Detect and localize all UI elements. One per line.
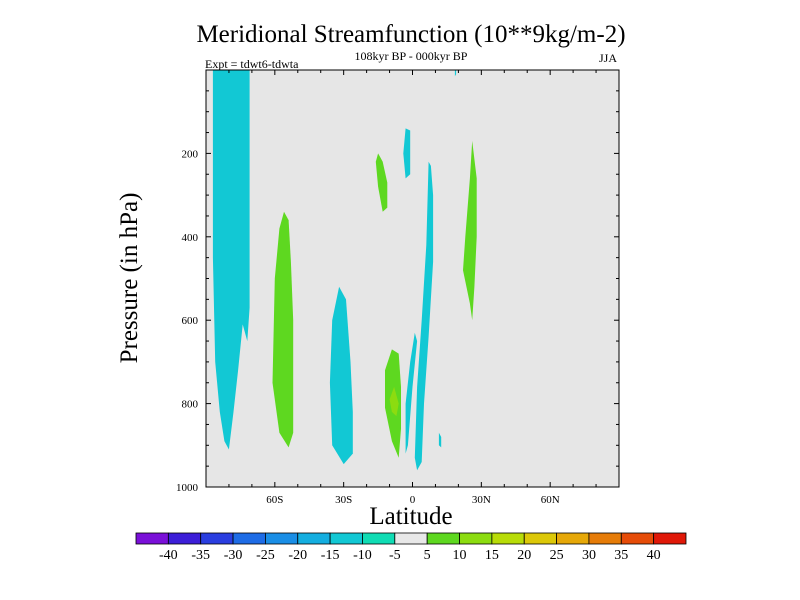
colorbar-label: 25 (550, 548, 564, 563)
x-axis-label: Latitude (369, 503, 452, 530)
season-label: JJA (599, 51, 617, 65)
x-tick-label: 60N (541, 494, 560, 506)
chart-title: Meridional Streamfunction (10**9kg/m-2) (196, 21, 625, 48)
colorbar-swatch (200, 532, 234, 545)
colorbar-swatch (426, 532, 460, 545)
x-tick-label: 0 (410, 494, 416, 506)
colorbar-label: -30 (224, 548, 243, 563)
colorbar-label: 40 (647, 548, 661, 563)
colorbar-swatch (491, 532, 525, 545)
contour-region-cyan-sh-subtropics (329, 286, 353, 465)
x-tick-label: 30N (472, 494, 491, 506)
contour-region-cyan-top-nh (454, 70, 457, 77)
y-tick-label: 800 (182, 399, 199, 411)
colorbar-swatch (135, 532, 169, 545)
contour-region-green-nh-subtropics (463, 140, 477, 321)
colorbar-label: 20 (517, 548, 531, 563)
colorbar-swatch (653, 532, 687, 545)
colorbar-label: 35 (614, 548, 628, 563)
colorbar-swatch (265, 532, 299, 545)
colorbar-swatch (620, 532, 655, 545)
x-tick-label: 30S (335, 494, 352, 506)
y-axis-ticks: 200 400 600 800 1000 (176, 90, 619, 494)
contour-region-cyan-lower-equator-sliver (405, 332, 418, 454)
colorbar-swatch (523, 532, 557, 545)
colorbar: -40 -35 -30 -25 -20 -15 -10 -5 5 10 15 20 25 30 35 40 (135, 532, 687, 563)
colorbar-label: -5 (389, 548, 401, 563)
x-tick-label: 60S (266, 494, 283, 506)
colorbar-label: -40 (159, 548, 178, 563)
colorbar-swatch (556, 532, 590, 545)
contour-region-green-upper-tropics (375, 153, 388, 212)
experiment-label: Expt = tdwt6-tdwta (205, 57, 299, 71)
chart-subtitle: 108kyr BP - 000kyr BP (355, 49, 468, 63)
contour-region-lime-core-lower-tropics (389, 386, 399, 417)
contour-region-cyan-sh-high-lat (212, 70, 250, 450)
colorbar-swatch (588, 532, 622, 545)
colorbar-label: 30 (582, 548, 596, 563)
y-tick-label: 200 (182, 148, 199, 160)
contour-region-cyan-small-blob (438, 432, 442, 448)
colorbar-label: -20 (288, 548, 307, 563)
colorbar-label: -15 (321, 548, 340, 563)
colorbar-label: 5 (424, 548, 431, 563)
y-tick-label: 600 (182, 315, 199, 327)
colorbar-swatch (459, 532, 493, 545)
colorbar-swatch (297, 532, 331, 545)
colorbar-label: -25 (256, 548, 275, 563)
x-axis-ticks: 60S 30S 0 30N 60N (205, 70, 620, 506)
colorbar-label: -35 (191, 548, 210, 563)
colorbar-label: 10 (453, 548, 467, 563)
colorbar-swatch (167, 532, 202, 545)
y-tick-label: 1000 (176, 482, 199, 494)
contour-region-green-sh-midlat (272, 211, 294, 448)
contour-region-cyan-equatorial-column (414, 161, 434, 471)
colorbar-swatch (362, 532, 396, 545)
contour-region-cyan-upper-equator (403, 128, 411, 179)
plot-background (206, 70, 619, 487)
y-axis-label: Pressure (in hPa) (116, 193, 143, 364)
contour-regions (212, 70, 477, 471)
colorbar-swatch (329, 532, 363, 545)
colorbar-label: -10 (353, 548, 372, 563)
colorbar-label: 15 (485, 548, 499, 563)
colorbar-swatch (232, 532, 266, 545)
colorbar-swatch (394, 532, 428, 545)
y-tick-label: 400 (182, 232, 199, 244)
